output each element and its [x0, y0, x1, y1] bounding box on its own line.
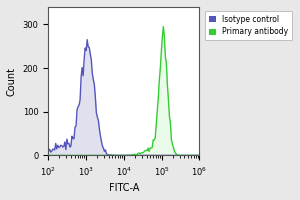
- X-axis label: FITC-A: FITC-A: [109, 183, 139, 193]
- Y-axis label: Count: Count: [7, 67, 17, 96]
- Legend: Isotype control, Primary antibody: Isotype control, Primary antibody: [205, 11, 292, 40]
